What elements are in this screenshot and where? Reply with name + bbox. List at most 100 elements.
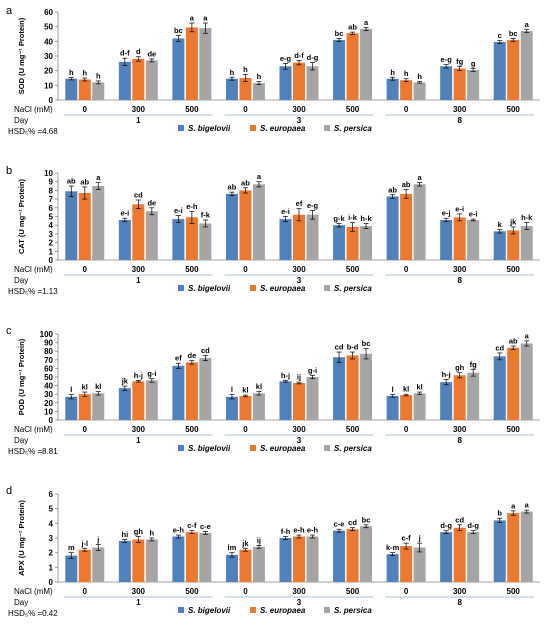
bar <box>333 357 346 420</box>
bar <box>493 356 506 420</box>
data-label: a <box>203 14 208 23</box>
bar <box>293 214 305 260</box>
y-tick-label: 8 <box>49 186 54 195</box>
data-label: kl <box>416 383 422 392</box>
day-label: 1 <box>136 276 141 285</box>
data-label: d-g <box>440 521 452 530</box>
bar <box>413 82 426 100</box>
data-label: a <box>418 173 423 182</box>
bar <box>145 380 158 420</box>
bar <box>333 225 346 260</box>
legend-label: S. bigelovii <box>188 284 231 293</box>
data-label: l <box>70 385 72 394</box>
bar <box>400 193 413 260</box>
data-label: g-i <box>308 366 317 375</box>
bar <box>172 365 185 420</box>
data-label: h <box>96 71 101 80</box>
data-label: d-g <box>467 521 479 530</box>
bar <box>293 62 305 100</box>
data-label: h <box>230 68 235 77</box>
bar <box>92 547 105 582</box>
bar <box>333 39 346 100</box>
data-label: bc <box>362 515 371 524</box>
bar <box>493 42 506 100</box>
legend-swatch <box>178 285 184 291</box>
bar <box>118 219 131 260</box>
data-label: fg <box>456 57 463 66</box>
bar <box>386 395 399 420</box>
day-row-label: Day <box>14 276 28 285</box>
bar <box>440 219 453 260</box>
data-label: f-h <box>281 527 291 536</box>
nacl-level-label: 0 <box>243 587 248 596</box>
data-label: fg <box>470 360 477 369</box>
bar <box>360 353 373 420</box>
y-tick-label: 90 <box>44 339 53 348</box>
y-tick-label: 6 <box>49 204 54 213</box>
nacl-level-label: 500 <box>346 425 360 434</box>
bar <box>279 66 292 100</box>
bar <box>225 396 238 420</box>
day-label: 8 <box>457 116 462 125</box>
data-label: kl <box>82 383 88 392</box>
y-tick-label: 30 <box>44 390 53 399</box>
nacl-level-label: 300 <box>292 587 306 596</box>
y-axis-label: POD (U mg⁻¹ Protein) <box>17 338 26 415</box>
data-label: e-h <box>293 526 305 535</box>
legend-swatch <box>324 125 330 131</box>
data-label: gh <box>455 363 465 372</box>
data-label: jk <box>509 217 517 226</box>
bar <box>78 193 91 260</box>
hsd-note: HSD₅% =1.13 <box>8 287 58 296</box>
bar <box>440 532 453 582</box>
bar <box>520 31 533 100</box>
y-tick-label: 7 <box>49 195 54 204</box>
bar <box>386 196 399 260</box>
legend-label: S. europaea <box>260 284 306 293</box>
y-axis-label: APX (U mg⁻¹ Protein) <box>17 500 26 576</box>
nacl-level-label: 300 <box>292 105 306 114</box>
data-label: k-m <box>386 543 400 552</box>
y-tick-label: 0 <box>49 256 54 265</box>
legend-label: S. bigelovii <box>188 124 231 133</box>
data-label: cd <box>201 346 210 355</box>
y-tick-label: 50 <box>44 23 53 32</box>
data-label: c-f <box>187 521 197 530</box>
data-label: kl <box>242 386 248 395</box>
data-label: j-l <box>80 539 88 548</box>
data-label: ab <box>402 180 411 189</box>
y-tick-label: 5 <box>49 505 54 514</box>
bar <box>92 186 105 260</box>
bar <box>306 214 319 260</box>
legend-label: S. persica <box>334 124 372 133</box>
y-tick-label: 20 <box>44 67 53 76</box>
data-label: i-k <box>348 213 358 222</box>
bar <box>132 58 145 100</box>
data-label: bc <box>335 29 344 38</box>
data-label: h <box>417 72 422 81</box>
bar <box>507 347 520 420</box>
bar <box>453 375 466 420</box>
bar <box>493 520 506 582</box>
nacl-level-label: 500 <box>507 425 521 434</box>
data-label: bc <box>174 26 183 35</box>
day-row-label: Day <box>14 436 28 445</box>
bar <box>453 217 466 260</box>
bar <box>185 362 198 420</box>
data-label: h-j <box>281 371 290 380</box>
data-label: j <box>96 535 99 544</box>
nacl-level-label: 500 <box>185 265 199 274</box>
y-tick-label: 40 <box>44 37 53 46</box>
nacl-level-label: 300 <box>453 425 467 434</box>
data-label: cd <box>348 518 357 527</box>
bar <box>413 393 426 420</box>
data-label: c-e <box>200 522 211 531</box>
bar <box>65 555 78 582</box>
bar <box>413 547 426 582</box>
bar <box>467 219 480 260</box>
bar <box>65 191 78 260</box>
y-tick-label: 40 <box>44 382 53 391</box>
